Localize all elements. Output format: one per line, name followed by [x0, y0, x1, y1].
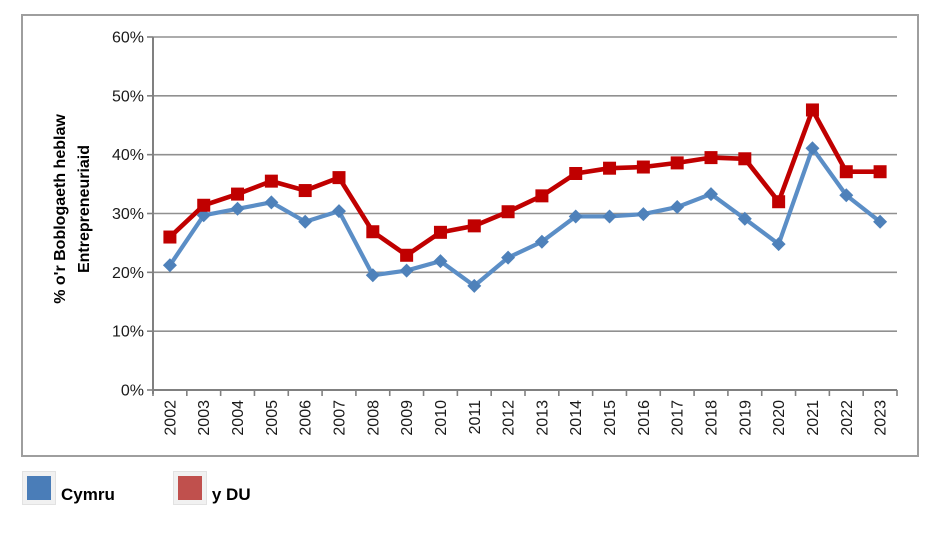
marker-square [535, 189, 549, 203]
marker-diamond [670, 200, 685, 215]
x-tick-label: 2012 [501, 400, 518, 436]
marker-diamond [805, 141, 820, 156]
legend-swatch [177, 476, 202, 500]
x-tick-label: 2022 [839, 400, 856, 436]
x-tick-label: 2003 [196, 400, 213, 436]
marker-square [433, 225, 447, 239]
x-tick-label: 2014 [568, 400, 585, 436]
x-tick-label: 2006 [298, 400, 315, 436]
x-tick-label: 2002 [162, 400, 179, 436]
y-tick-label: 40% [112, 147, 144, 164]
x-tick-label: 2013 [534, 400, 551, 436]
legend-label: y DU [211, 485, 251, 504]
marker-square [636, 160, 650, 174]
y-tick-label: 50% [112, 88, 144, 105]
marker-diamond [839, 188, 854, 203]
marker-diamond [771, 237, 786, 252]
marker-diamond [501, 250, 516, 265]
x-tick-label: 2004 [230, 400, 247, 436]
x-tick-label: 2023 [873, 400, 890, 436]
y-tick-label: 0% [121, 383, 144, 400]
legend-item-cymru: Cymru [22, 471, 115, 505]
x-tick-label: 2020 [771, 400, 788, 436]
marker-diamond [365, 268, 380, 283]
chart-legend: Cymru y DU [22, 471, 251, 505]
marker-diamond [298, 214, 313, 229]
marker-square [839, 165, 853, 179]
marker-square [332, 171, 346, 185]
y-tick-label: 10% [112, 324, 144, 341]
marker-square [738, 152, 752, 166]
marker-diamond [636, 207, 651, 222]
legend-key [172, 471, 207, 505]
marker-square [366, 225, 380, 239]
x-tick-label: 2016 [636, 400, 653, 436]
line-chart: 0% 10% 20% 30% 40% 50% 60% 2002 2003 2004 2005 2006… [52, 30, 898, 436]
marker-square [400, 248, 414, 262]
marker-diamond [873, 214, 888, 229]
y-tick-label: 30% [112, 206, 144, 223]
y-axis-title: % o'r Boblogaeth heblaw Entrepreneuriaid [52, 114, 93, 304]
marker-diamond [332, 204, 346, 219]
marker-diamond [568, 209, 583, 224]
legend-swatch [27, 476, 51, 500]
marker-square [467, 219, 481, 233]
marker-square [873, 165, 887, 179]
marker-square [805, 103, 819, 117]
marker-diamond [196, 208, 211, 223]
marker-diamond [264, 195, 279, 210]
marker-square [772, 195, 786, 209]
legend-item-y-du: y DU [172, 471, 251, 505]
marker-square [704, 151, 718, 165]
legend-key [22, 471, 56, 505]
chart-frame: 0% 10% 20% 30% 40% 50% 60% 2002 2003 2004 2005 2006… [21, 14, 919, 457]
x-tick-label: 2007 [332, 400, 349, 436]
marker-square [501, 205, 515, 219]
x-tick-label: 2005 [264, 400, 281, 436]
marker-square [569, 166, 583, 180]
marker-square [197, 198, 211, 212]
marker-square [163, 230, 177, 244]
marker-diamond [534, 234, 549, 249]
marker-diamond [737, 211, 752, 226]
marker-square [603, 161, 617, 175]
y-tick-label: 60% [112, 30, 144, 47]
marker-diamond [162, 258, 177, 273]
x-tick-label: 2021 [805, 400, 822, 436]
x-tick-label: 2010 [433, 400, 450, 436]
series-line-y-du [167, 107, 883, 258]
marker-diamond [399, 263, 414, 278]
x-tick-label: 2008 [365, 400, 382, 436]
y-tick-label: 20% [112, 265, 144, 282]
marker-diamond [433, 254, 448, 269]
marker-square [264, 174, 278, 188]
y-axis-title-line1: % o'r Boblogaeth heblaw [52, 114, 69, 304]
marker-diamond [230, 201, 245, 216]
legend-label: Cymru [61, 485, 115, 504]
series-line-cymru [167, 146, 883, 288]
marker-diamond [467, 278, 482, 293]
marker-diamond [602, 209, 617, 224]
marker-square [231, 187, 245, 201]
x-tick-label: 2019 [737, 400, 754, 436]
x-tick-label: 2011 [467, 400, 484, 435]
x-tick-label: 2009 [399, 400, 416, 436]
x-tick-label: 2015 [602, 400, 619, 436]
x-tick-label: 2018 [704, 400, 721, 436]
x-tick-label: 2017 [670, 400, 687, 436]
marker-square [298, 184, 312, 198]
y-axis-title-line2: Entrepreneuriaid [76, 145, 93, 273]
marker-square [670, 156, 684, 170]
marker-diamond [704, 187, 718, 202]
